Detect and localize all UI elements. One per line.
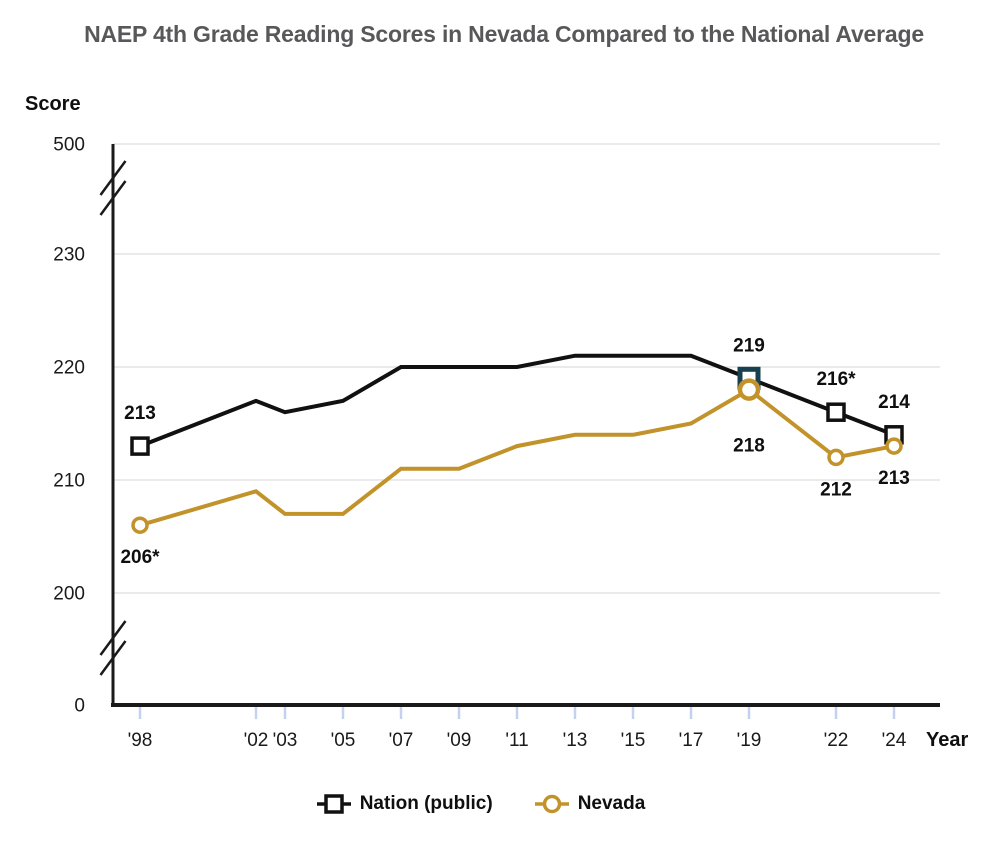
x-tick-label-2022: '22 xyxy=(824,730,849,751)
y-axis-break-mark xyxy=(99,180,127,216)
nation-public-value-label-2019: 219 xyxy=(733,335,765,356)
nevada-legend-circle xyxy=(542,794,561,814)
x-tick-label-2007: '07 xyxy=(389,730,414,751)
nation-public-legend-label: Nation (public) xyxy=(359,793,493,814)
legend: Nation (public) Nevada xyxy=(0,789,962,819)
nation-public-marker-1998 xyxy=(130,436,150,456)
x-tick-label-2011: '11 xyxy=(505,730,528,751)
chart-title: NAEP 4th Grade Reading Scores in Nevada … xyxy=(84,21,924,47)
nevada-value-label-2019: 218 xyxy=(733,436,765,457)
nevada-value-label-1998: 206* xyxy=(120,547,160,568)
nevada-marker-1998 xyxy=(131,516,149,534)
y-tick-label-200: 200 xyxy=(53,584,85,605)
nation-public-value-label-2022: 216* xyxy=(816,369,856,390)
y-tick-label-220: 220 xyxy=(53,358,85,379)
x-tick-label-2009: '09 xyxy=(447,730,472,751)
x-tick-label-1998: '98 xyxy=(128,730,153,751)
nevada-marker-2019 xyxy=(737,378,761,401)
x-tick-label-2003: '03 xyxy=(273,730,298,751)
nevada-marker-2024 xyxy=(885,437,903,455)
nation-public-value-label-1998: 213 xyxy=(124,403,156,424)
y-tick-label-210: 210 xyxy=(53,471,85,492)
nevada-value-label-2022: 212 xyxy=(820,479,852,500)
nevada-marker-2022 xyxy=(827,448,845,467)
x-tick-label-2015: '15 xyxy=(621,730,646,751)
x-tick-label-2005: '05 xyxy=(331,730,356,751)
x-tick-label-2013: '13 xyxy=(563,730,588,751)
legend-item-nation-public: Nation (public) xyxy=(316,793,493,815)
nation-public-line xyxy=(139,353,895,448)
y-axis-break-mark xyxy=(99,160,127,196)
y-axis-break-mark xyxy=(99,620,127,656)
nevada-legend-marker-icon xyxy=(534,794,569,814)
x-tick-label-2017: '17 xyxy=(679,730,704,751)
nevada-line xyxy=(139,387,895,528)
nevada-value-label-2024: 213 xyxy=(878,468,910,489)
x-tick-label-2019: '19 xyxy=(737,730,762,751)
nevada-legend-label: Nevada xyxy=(577,793,646,814)
nation-public-legend-marker-icon xyxy=(316,794,351,814)
y-axis-title: Score xyxy=(25,93,81,115)
y-tick-label-500: 500 xyxy=(53,135,85,156)
nation-public-legend-square xyxy=(323,794,344,814)
y-axis-break-mark xyxy=(99,640,127,676)
x-tick-label-2024: '24 xyxy=(882,730,907,751)
nation-public-value-label-2024: 214 xyxy=(878,392,910,413)
nation-public-marker-2022 xyxy=(826,402,846,422)
x-axis-title: Year xyxy=(926,729,968,751)
y-tick-label-230: 230 xyxy=(53,245,85,266)
y-tick-label-0: 0 xyxy=(74,696,85,717)
legend-item-nevada: Nevada xyxy=(534,793,646,815)
x-tick-label-2002: '02 xyxy=(244,730,269,751)
